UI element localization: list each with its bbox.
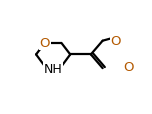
Text: NH: NH (44, 63, 62, 76)
Text: O: O (40, 37, 50, 50)
Text: O: O (123, 61, 134, 74)
Text: O: O (110, 35, 121, 48)
